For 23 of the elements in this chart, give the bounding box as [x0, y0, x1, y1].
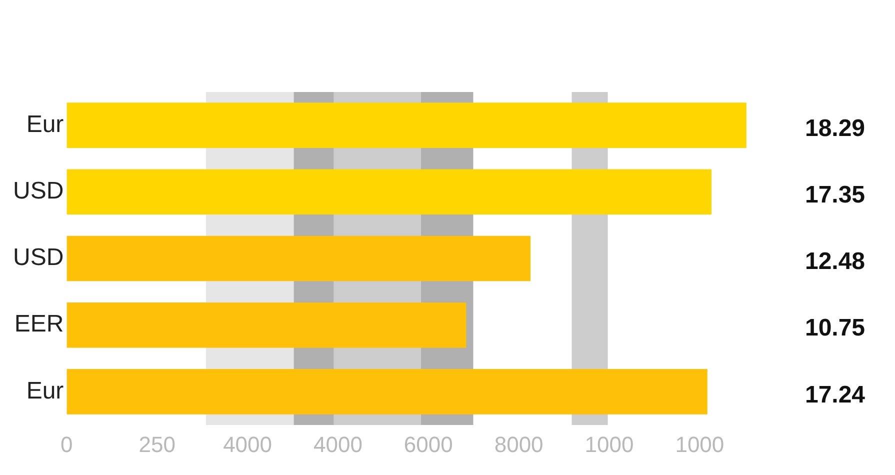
bar — [66, 369, 708, 414]
y-tick-label: Eur — [26, 110, 64, 138]
text: 1000 — [675, 432, 724, 458]
data-label: 17.35 — [804, 182, 866, 209]
text: 4000 — [223, 432, 272, 458]
text: 0 — [60, 432, 73, 458]
y-tick-label: EER — [14, 310, 64, 338]
bar — [66, 102, 746, 148]
y-tick-label: USD — [13, 178, 64, 205]
y-tick-label: USD — [13, 244, 64, 272]
bar — [66, 169, 712, 215]
bar — [66, 302, 466, 348]
text: 6000 — [404, 432, 453, 458]
bar — [66, 236, 530, 282]
text: 4000 — [313, 432, 362, 458]
data-label: 12.48 — [804, 248, 866, 276]
text: 8000 — [494, 432, 544, 458]
data-label: 18.29 — [804, 114, 866, 142]
y-tick-label: Eur — [26, 377, 64, 404]
data-label: 17.24 — [804, 381, 866, 408]
data-label: 10.75 — [804, 314, 866, 342]
text: 250 — [138, 432, 176, 458]
text: 1000 — [584, 432, 634, 458]
